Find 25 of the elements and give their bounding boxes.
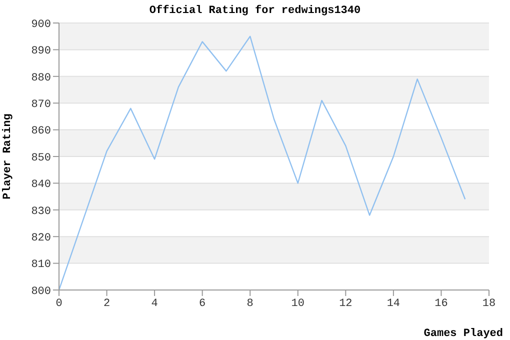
y-tick-label: 840 <box>31 179 51 192</box>
y-tick-label: 870 <box>31 99 51 112</box>
y-tick-label: 820 <box>31 232 51 245</box>
y-tick-label: 830 <box>31 206 51 218</box>
x-tick-label: 14 <box>386 298 400 310</box>
x-tick-label: 10 <box>291 298 304 310</box>
x-tick-label: 4 <box>151 298 158 310</box>
y-axis-title: Player Rating <box>2 114 14 200</box>
y-tick-label: 890 <box>31 46 51 58</box>
chart-title: Official Rating for redwings1340 <box>148 5 362 17</box>
y-tick-label: 800 <box>31 286 51 298</box>
y-tick-label: 860 <box>31 126 51 138</box>
x-tick-label: 6 <box>199 298 206 310</box>
x-tick-label: 16 <box>434 298 448 310</box>
x-tick-label: 18 <box>482 298 496 310</box>
x-axis-title: Games Played <box>424 328 503 340</box>
x-tick-label: 12 <box>339 298 352 310</box>
y-tick-label: 880 <box>31 72 51 84</box>
y-tick-label: 900 <box>31 18 51 31</box>
y-tick-label: 850 <box>31 152 51 164</box>
y-tick-label: 810 <box>31 259 51 272</box>
line-series <box>59 36 466 290</box>
x-tick-label: 2 <box>103 298 110 310</box>
x-tick-label: 8 <box>246 298 254 310</box>
x-tick-label: 0 <box>56 298 62 310</box>
